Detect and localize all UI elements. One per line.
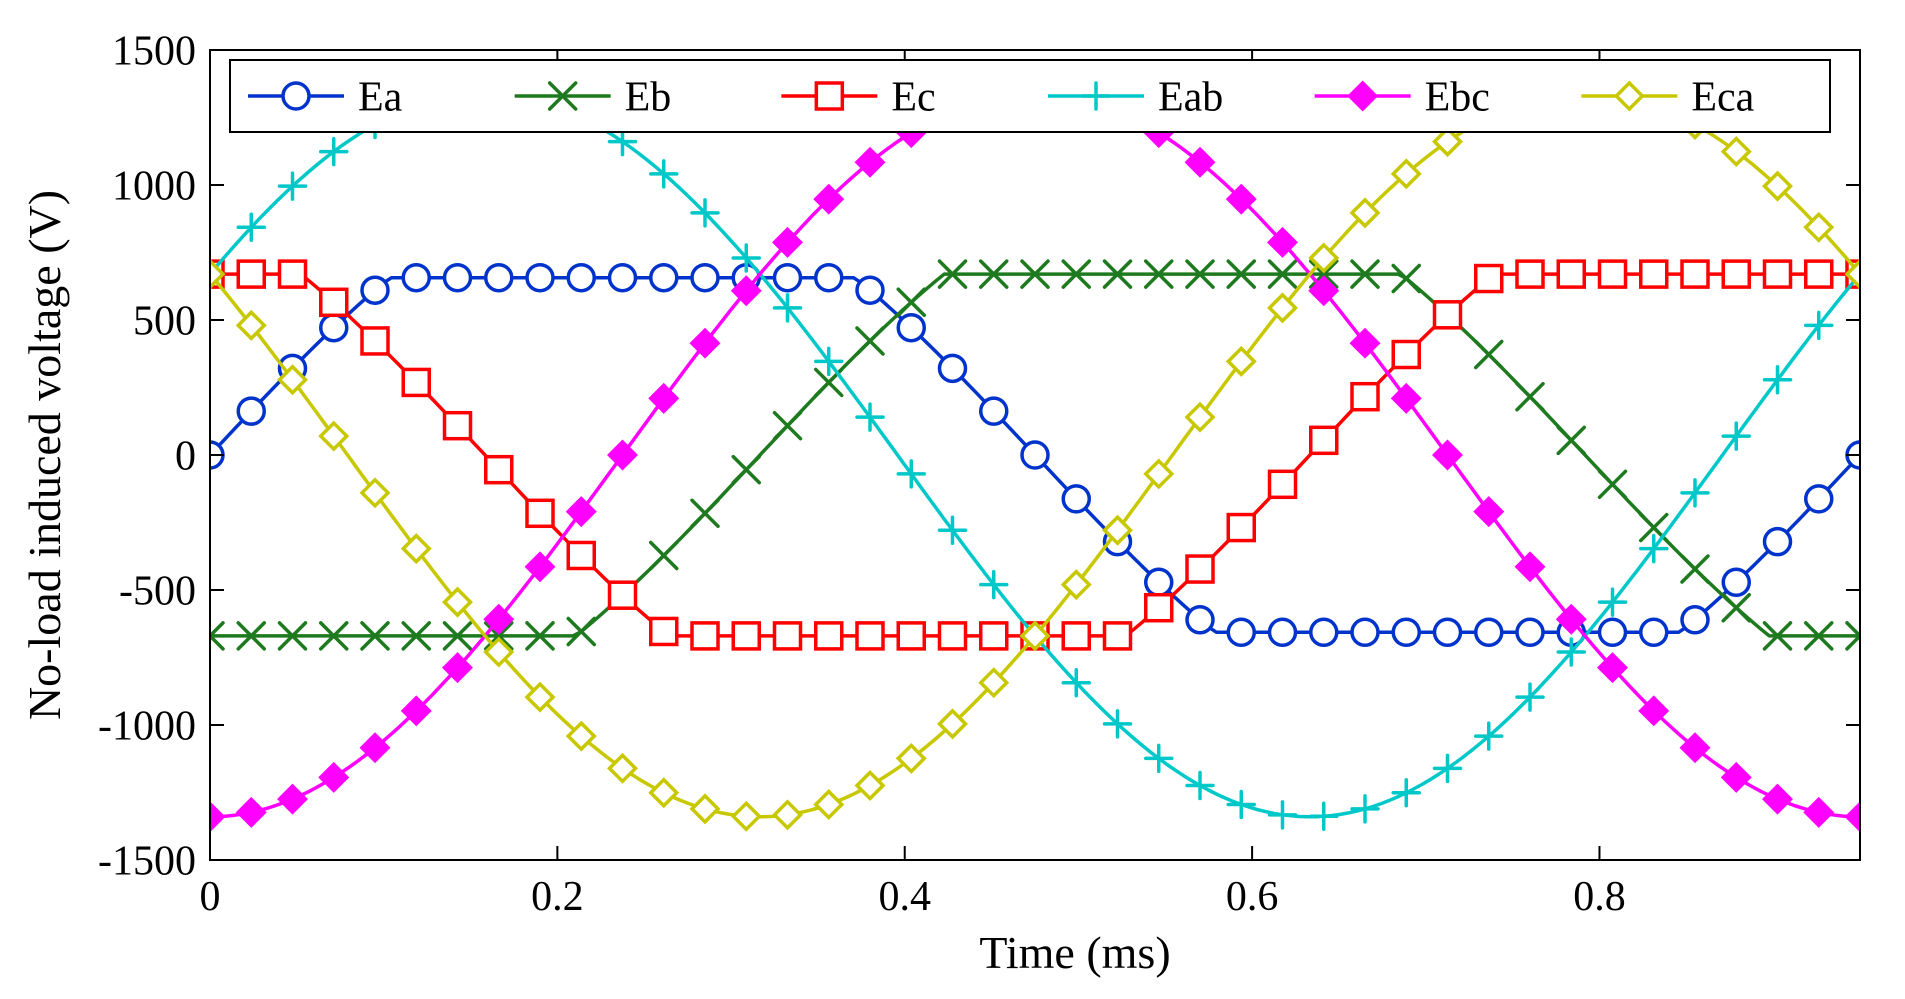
legend: Ea Eb Ec Eab Ebc Eca: [230, 60, 1830, 132]
xtick-label: 0.2: [531, 874, 584, 920]
x-axis-label: Time (ms): [979, 927, 1170, 978]
ytick-label: -1500: [98, 839, 196, 885]
legend-label-Eca: Eca: [1691, 75, 1754, 121]
y-axis-label: No-load induced voltage (V): [19, 190, 70, 720]
legend-label-Eab: Eab: [1158, 75, 1223, 121]
legend-label-Ebc: Ebc: [1425, 75, 1490, 121]
ytick-label: -1000: [98, 704, 196, 750]
ytick-label: 500: [133, 299, 196, 345]
ytick-label: 0: [175, 434, 196, 480]
legend-label-Eb: Eb: [625, 75, 672, 121]
voltage-chart: 0 0.2 0.4 0.6 0.8 -1500 -1000 -500 0 500 1000 1500 T…: [0, 0, 1905, 999]
legend-label-Ec: Ec: [891, 75, 935, 121]
ytick-label: -500: [119, 569, 196, 615]
xtick-label: 0: [200, 874, 221, 920]
ytick-label: 1500: [112, 29, 196, 75]
legend-label-Ea: Ea: [358, 75, 403, 121]
xtick-label: 0.4: [878, 874, 931, 920]
ytick-label: 1000: [112, 164, 196, 210]
xtick-label: 0.8: [1573, 874, 1626, 920]
xtick-label: 0.6: [1226, 874, 1279, 920]
